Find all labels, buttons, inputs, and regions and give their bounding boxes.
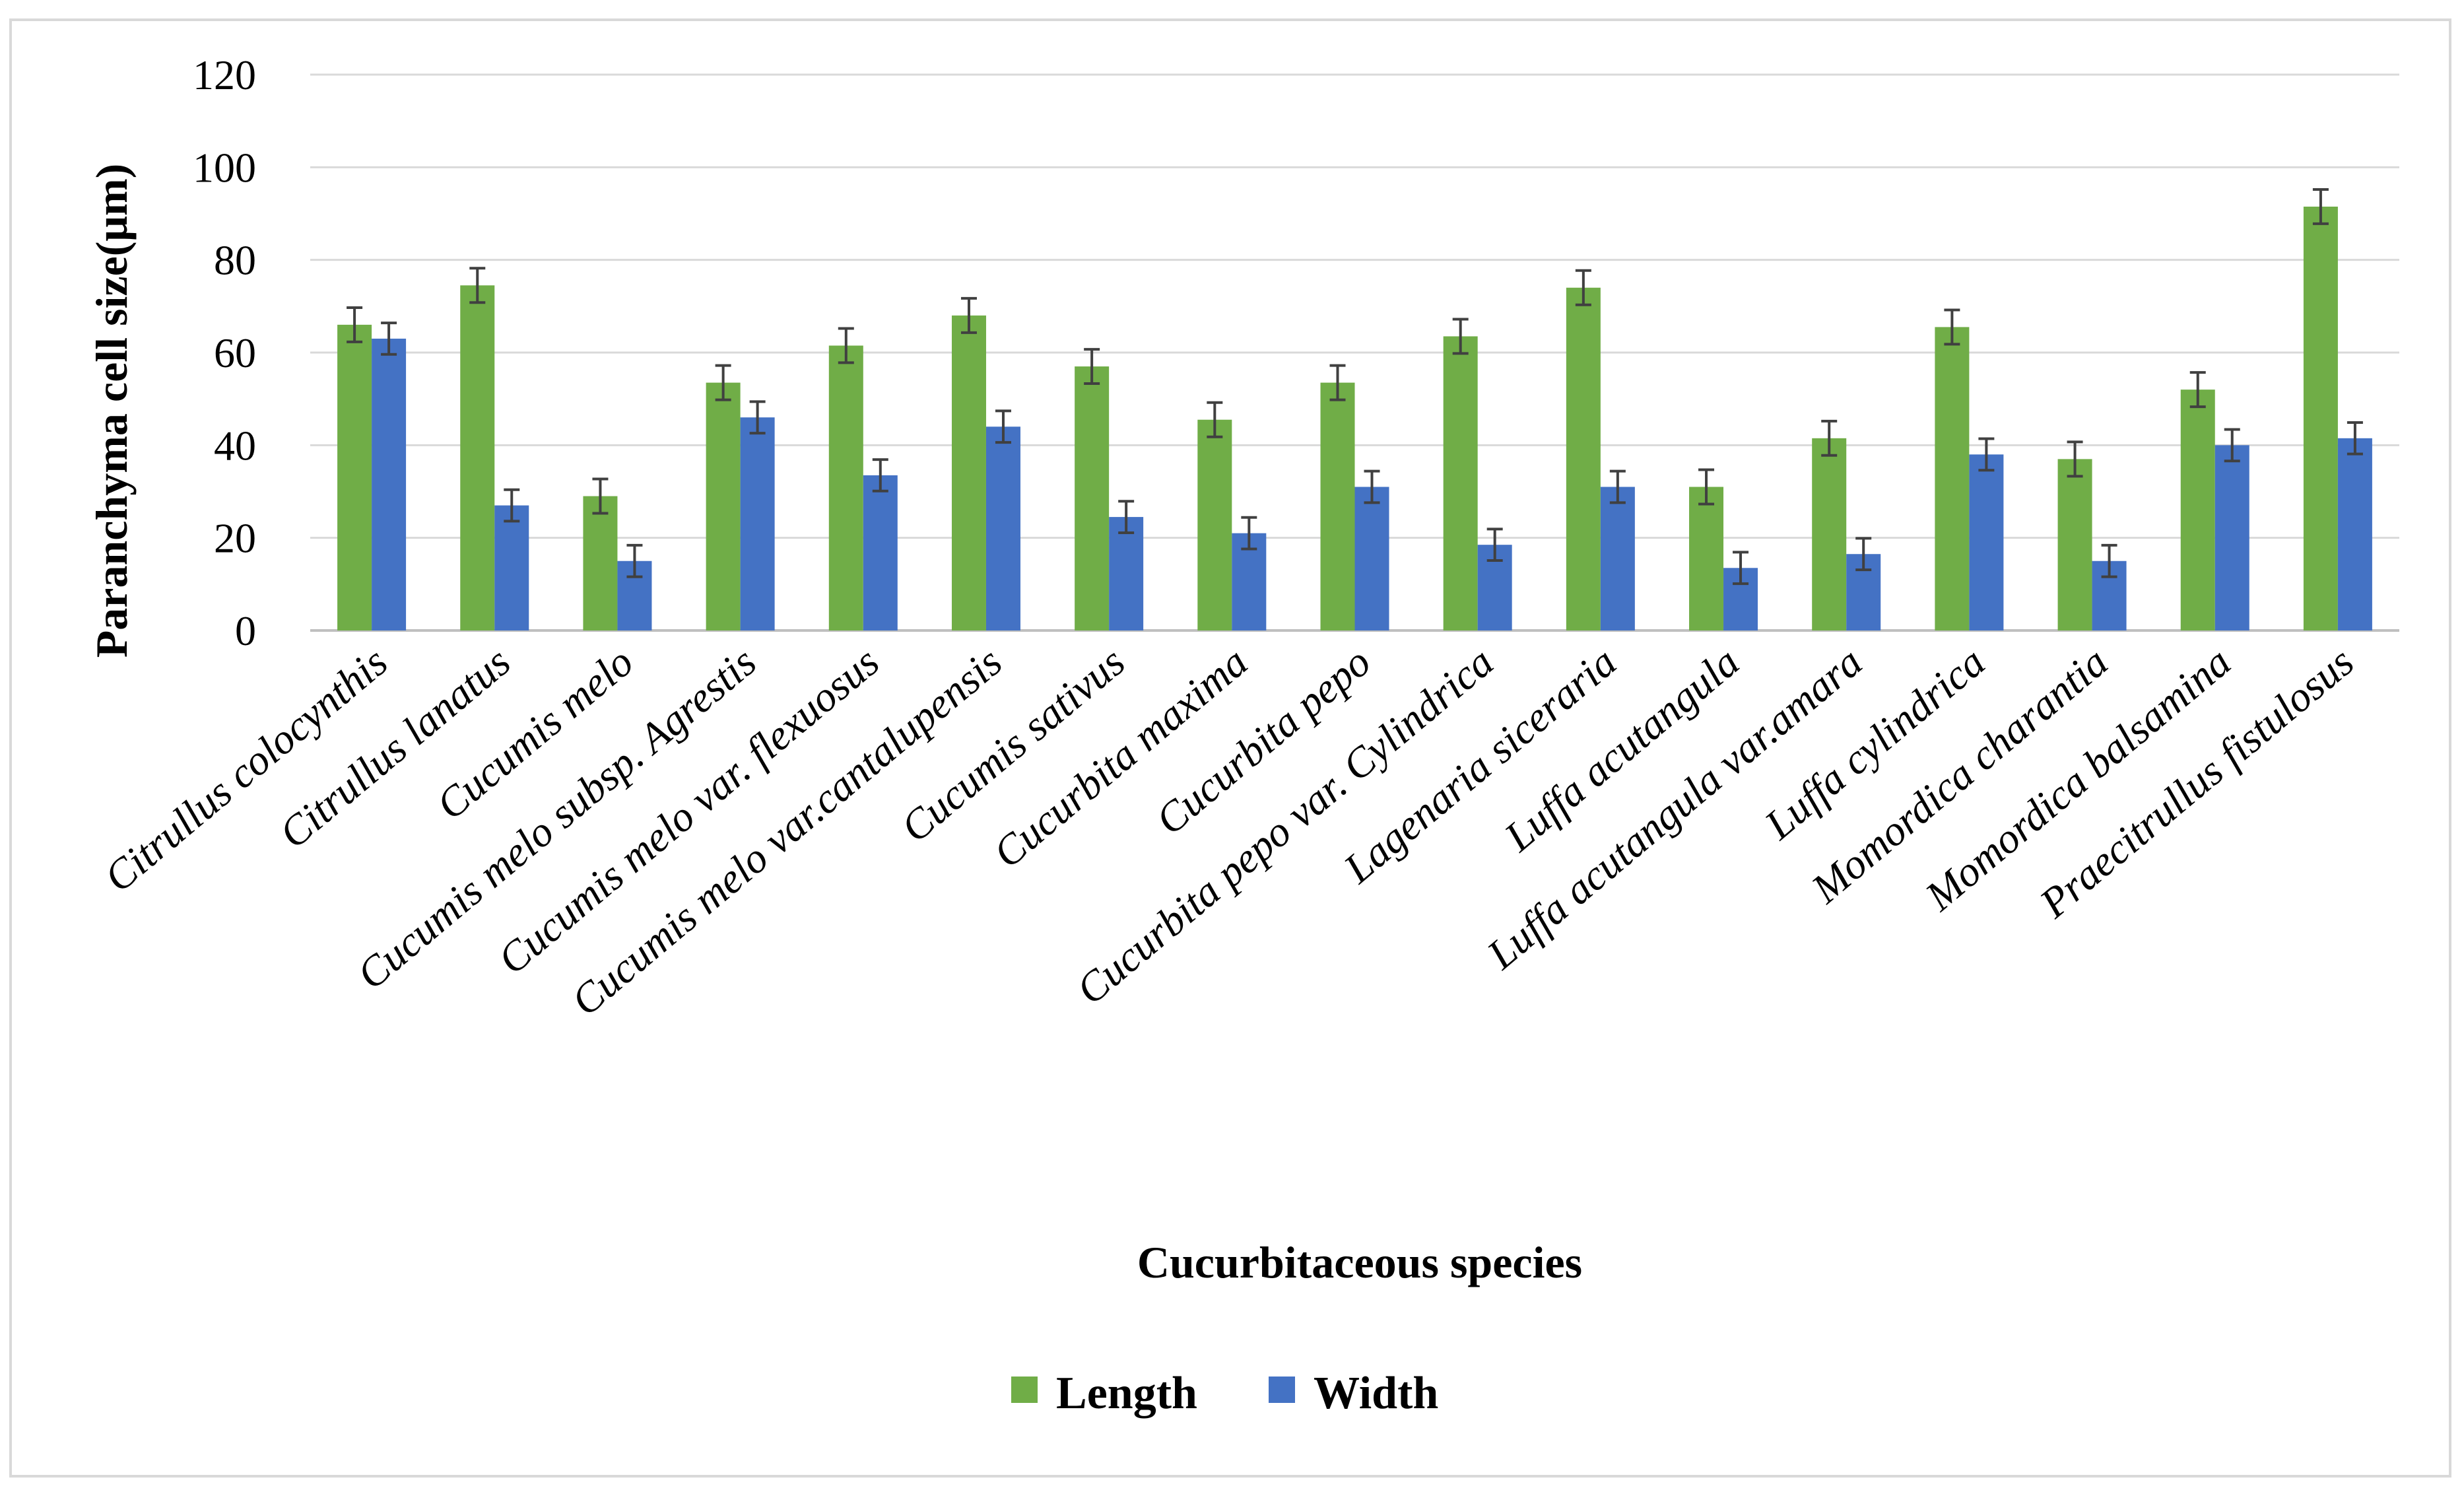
bar-width-3 [740,417,775,630]
error-bar-length-0 [347,306,363,343]
legend-label-width: Width [1314,1368,1438,1419]
bar-length-5 [951,315,986,630]
bar-length-11 [1689,487,1724,630]
error-bar-length-4 [838,327,854,364]
bar-length-15 [2180,390,2215,630]
y-axis-title: Paranchyma cell size(μm) [86,164,137,658]
y-tick-label-60: 60 [214,329,256,376]
error-bar-length-9 [1452,318,1469,355]
legend-swatch-length [1011,1377,1038,1403]
y-tick-label-80: 80 [214,237,256,284]
bar-length-9 [1443,336,1478,630]
error-bar-width-5 [995,409,1011,444]
legend-swatch-width [1269,1377,1295,1403]
bar-width-16 [2337,438,2372,630]
bar-length-3 [706,382,741,630]
bar-length-6 [1075,366,1110,630]
error-bar-width-10 [1609,469,1626,504]
error-bar-length-12 [1821,419,1838,457]
error-bar-width-8 [1364,469,1380,504]
bar-length-16 [2303,206,2338,631]
error-bar-length-11 [1698,468,1715,506]
error-bar-length-3 [715,364,731,401]
bar-length-8 [1320,382,1355,630]
error-bar-length-1 [469,267,486,304]
error-bar-width-16 [2347,421,2363,456]
bar-width-0 [372,338,407,630]
bar-length-7 [1197,419,1232,630]
error-bar-width-7 [1241,516,1257,551]
bar-width-13 [1969,454,2004,630]
error-bar-length-6 [1084,348,1100,386]
bar-length-10 [1566,287,1601,630]
error-bar-length-2 [592,477,609,515]
y-tick-label-0: 0 [235,607,256,654]
error-bar-length-16 [2312,188,2329,225]
y-tick-label-40: 40 [214,422,256,469]
error-bar-width-4 [872,458,888,493]
error-bar-width-6 [1118,500,1135,534]
y-tick-label-100: 100 [193,144,256,191]
chart-frame [9,18,2451,1478]
error-bar-length-14 [2067,440,2083,478]
bar-width-10 [1600,487,1635,630]
bar-length-13 [1935,327,1970,630]
legend: Length Width [1011,1368,1438,1419]
legend-label-length: Length [1056,1368,1197,1419]
bar-length-1 [460,285,495,631]
bar-width-8 [1354,487,1389,630]
error-bar-width-11 [1733,551,1749,586]
bar-length-12 [1812,438,1847,630]
error-bar-width-2 [626,543,643,578]
bar-length-4 [828,345,863,630]
error-bar-length-13 [1944,308,1960,346]
x-axis-title: Cucurbitaceous species [1137,1237,1582,1287]
bar-width-15 [2214,445,2249,630]
bars [337,206,2372,631]
bar-length-2 [583,496,618,630]
error-bars [347,188,2363,586]
y-tick-label-120: 120 [193,51,256,98]
error-bar-length-15 [2189,371,2206,409]
bar-width-5 [985,426,1020,630]
bar-length-14 [2057,459,2092,630]
error-bar-width-0 [381,322,397,356]
y-tick-label-20: 20 [214,515,256,562]
bar-width-6 [1109,517,1144,630]
error-bar-width-12 [1855,537,1872,572]
bar-width-1 [494,505,529,630]
error-bar-width-14 [2101,543,2117,578]
error-bar-width-15 [2224,428,2240,463]
error-bar-width-9 [1486,527,1503,562]
error-bar-length-7 [1207,401,1223,438]
error-bar-length-5 [960,296,977,334]
error-bar-width-3 [749,400,766,435]
error-bar-length-8 [1329,364,1346,401]
error-bar-width-1 [504,488,520,523]
error-bar-length-10 [1575,269,1591,306]
y-axis-ticks: 0 20 40 60 80 100 120 [193,51,256,654]
bar-length-0 [337,324,372,630]
bar-width-4 [863,475,898,630]
error-bar-width-13 [1978,437,1995,472]
